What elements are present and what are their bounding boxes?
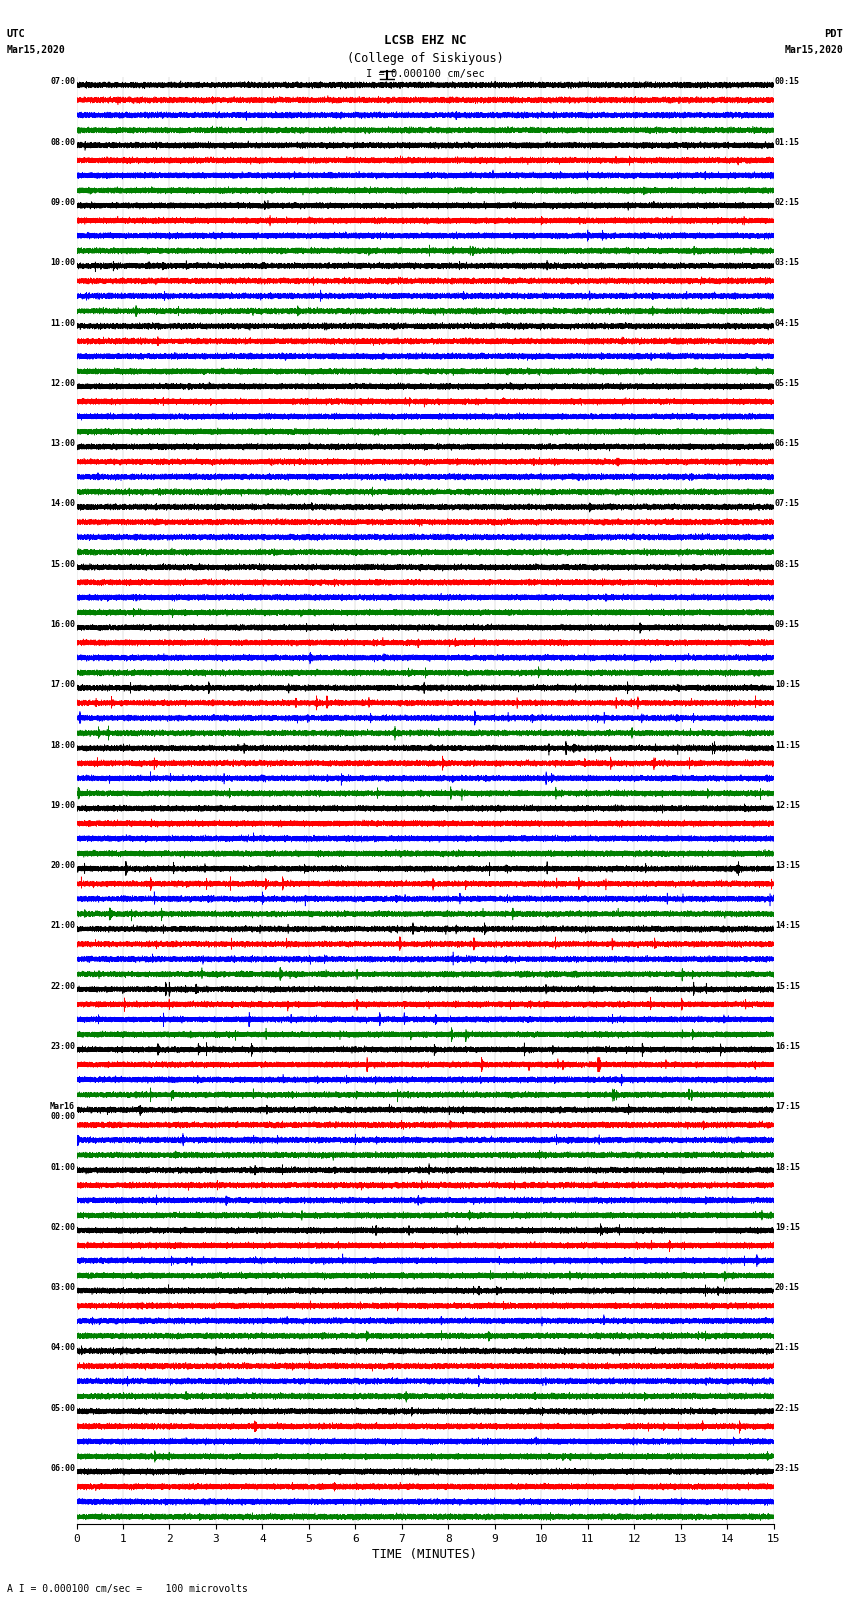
Text: 10:15: 10:15 [775,681,800,689]
Text: 03:00: 03:00 [50,1282,75,1292]
Text: 17:00: 17:00 [50,681,75,689]
Text: Mar16
00:00: Mar16 00:00 [50,1102,75,1121]
Text: 13:00: 13:00 [50,439,75,448]
Text: 22:00: 22:00 [50,982,75,990]
Text: I = 0.000100 cm/sec: I = 0.000100 cm/sec [366,69,484,79]
Text: 23:00: 23:00 [50,1042,75,1052]
Text: PDT: PDT [824,29,843,39]
X-axis label: TIME (MINUTES): TIME (MINUTES) [372,1548,478,1561]
Text: 09:00: 09:00 [50,198,75,206]
Text: 18:15: 18:15 [775,1163,800,1171]
Text: 16:15: 16:15 [775,1042,800,1052]
Text: 21:15: 21:15 [775,1344,800,1352]
Text: 01:15: 01:15 [775,137,800,147]
Text: 09:15: 09:15 [775,619,800,629]
Text: 16:00: 16:00 [50,619,75,629]
Text: 15:00: 15:00 [50,560,75,569]
Text: 08:00: 08:00 [50,137,75,147]
Text: 12:00: 12:00 [50,379,75,387]
Text: 14:00: 14:00 [50,500,75,508]
Text: 14:15: 14:15 [775,921,800,931]
Text: 03:15: 03:15 [775,258,800,268]
Text: 20:00: 20:00 [50,861,75,869]
Text: 04:15: 04:15 [775,319,800,327]
Text: 23:15: 23:15 [775,1465,800,1473]
Text: 02:15: 02:15 [775,198,800,206]
Text: 05:15: 05:15 [775,379,800,387]
Text: Mar15,2020: Mar15,2020 [785,45,843,55]
Text: Mar15,2020: Mar15,2020 [7,45,65,55]
Text: A I = 0.000100 cm/sec =    100 microvolts: A I = 0.000100 cm/sec = 100 microvolts [7,1584,247,1594]
Text: 19:00: 19:00 [50,800,75,810]
Text: 01:00: 01:00 [50,1163,75,1171]
Text: LCSB EHZ NC: LCSB EHZ NC [383,34,467,47]
Text: 06:00: 06:00 [50,1465,75,1473]
Text: 04:00: 04:00 [50,1344,75,1352]
Text: 13:15: 13:15 [775,861,800,869]
Text: 08:15: 08:15 [775,560,800,569]
Text: 11:15: 11:15 [775,740,800,750]
Text: UTC: UTC [7,29,26,39]
Text: 10:00: 10:00 [50,258,75,268]
Text: 00:15: 00:15 [775,77,800,87]
Text: (College of Siskiyous): (College of Siskiyous) [347,52,503,65]
Text: 17:15: 17:15 [775,1102,800,1111]
Text: 05:00: 05:00 [50,1403,75,1413]
Text: 22:15: 22:15 [775,1403,800,1413]
Text: 21:00: 21:00 [50,921,75,931]
Text: 15:15: 15:15 [775,982,800,990]
Text: 11:00: 11:00 [50,319,75,327]
Text: 18:00: 18:00 [50,740,75,750]
Text: 02:00: 02:00 [50,1223,75,1232]
Text: 06:15: 06:15 [775,439,800,448]
Text: 20:15: 20:15 [775,1282,800,1292]
Text: 19:15: 19:15 [775,1223,800,1232]
Text: 12:15: 12:15 [775,800,800,810]
Text: 07:00: 07:00 [50,77,75,87]
Text: 07:15: 07:15 [775,500,800,508]
